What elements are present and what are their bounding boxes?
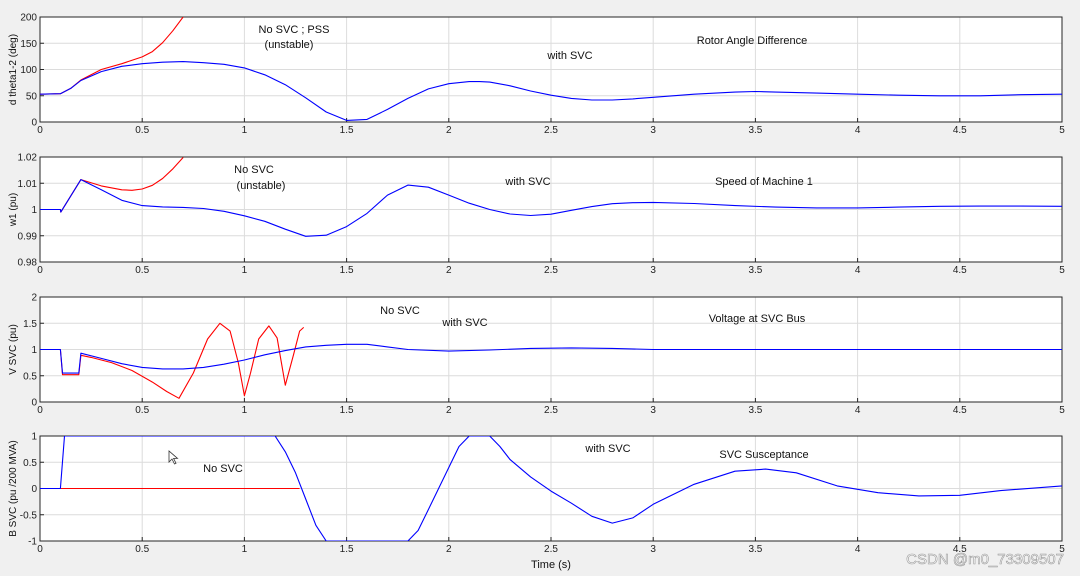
y-axis-label: V SVC (pu) [8,324,19,375]
y-tick-label: 1 [31,205,37,216]
y-tick-label: 1 [31,345,37,356]
chart-panel-4: 0 0.5 1 1.5 2 2.5 3 3.5 4 4.5 5 -1 -0.5 0 0.5 1 B SVC (p… [8,432,1065,556]
annotation-text: Rotor Angle Difference [697,35,807,47]
y-tick-label: 0.5 [23,371,37,382]
y-tick-label: 0 [31,484,37,495]
x-tick-label: 3.5 [748,405,762,416]
x-tick-label: 0 [37,265,43,276]
x-tick-label: 4 [855,405,861,416]
x-tick-label: 0.5 [135,544,149,555]
x-tick-label: 5 [1059,405,1065,416]
annotation-text: No SVC [203,463,243,475]
x-tick-label: 3 [650,544,656,555]
x-tick-label: 1.5 [340,265,354,276]
x-tick-label: 1.5 [340,125,354,136]
x-tick-label: 2 [446,405,452,416]
x-tick-label: 1 [242,125,248,136]
annotation-text: (unstable) [237,180,286,192]
y-tick-label: 50 [26,91,38,102]
annotation-text: with SVC [584,443,630,455]
pointer-arrow-icon [168,450,179,465]
annotation-text: with SVC [441,317,487,329]
x-tick-label: 3.5 [748,125,762,136]
x-tick-label: 2 [446,544,452,555]
x-tick-label: 1.5 [340,405,354,416]
series-line-with-svc [40,436,1062,541]
y-tick-label: 1.01 [18,179,38,190]
x-tick-label: 4 [855,265,861,276]
y-tick-label: 0.5 [23,458,37,469]
x-tick-label: 4.5 [953,265,967,276]
annotation-text: Speed of Machine 1 [715,176,813,188]
y-tick-label: 200 [20,13,37,24]
annotation-text: with SVC [504,176,550,188]
x-tick-label: 0.5 [135,405,149,416]
x-tick-label: 4 [855,544,861,555]
annotation-text: (unstable) [265,39,314,51]
series-line-with-svc [40,343,1062,374]
x-tick-label: 2.5 [544,265,558,276]
x-tick-label: 4.5 [953,544,967,555]
chart-panel-3: 0 0.5 1 1.5 2 2.5 3 3.5 4 4.5 5 0 0.5 1 1.5 2 V SVC (pu)… [8,293,1065,417]
watermark: CSDN @m0_73309507 [906,551,1064,568]
x-tick-label: 3.5 [748,265,762,276]
x-tick-label: 2.5 [544,405,558,416]
x-tick-label: 1 [242,405,248,416]
annotation-text: No SVC [234,164,274,176]
x-tick-label: 3 [650,405,656,416]
x-tick-label: 0 [37,544,43,555]
annotation-text: No SVC [380,305,420,317]
x-tick-label: 0.5 [135,265,149,276]
x-tick-label: 3 [650,125,656,136]
y-axis-label: w1 (pu) [8,193,19,227]
y-axis-label: d theta1-2 (deg) [8,34,19,105]
x-tick-label: 0.5 [135,125,149,136]
x-tick-label: 1 [242,544,248,555]
x-axis-label: Time (s) [531,559,571,571]
x-tick-label: 2 [446,265,452,276]
x-tick-label: 1.5 [340,544,354,555]
y-tick-label: 150 [20,39,37,50]
x-tick-label: 5 [1059,544,1065,555]
series-line-with-svc [40,61,1062,121]
y-axis-label: B SVC (pu /200 MVA) [8,440,19,537]
y-tick-label: 0 [31,398,37,409]
y-tick-label: 0.99 [18,231,38,242]
x-tick-label: 5 [1059,265,1065,276]
y-tick-label: 1.02 [18,153,38,164]
plot-frame [39,16,1063,123]
x-tick-label: 3.5 [748,544,762,555]
x-tick-label: 2 [446,125,452,136]
x-tick-label: 1 [242,265,248,276]
x-tick-label: 5 [1059,125,1065,136]
x-tick-label: 2.5 [544,544,558,555]
annotation-text: No SVC ; PSS [259,24,330,36]
y-tick-label: -1 [28,537,37,548]
y-tick-label: 2 [31,293,37,304]
annotation-text: Voltage at SVC Bus [709,313,806,325]
y-tick-label: -0.5 [20,510,38,521]
x-tick-label: 4 [855,125,861,136]
x-tick-label: 2.5 [544,125,558,136]
x-tick-label: 4.5 [953,405,967,416]
annotation-text: SVC Susceptance [719,449,808,461]
x-tick-label: 0 [37,405,43,416]
series-line-with-svc [40,179,1062,237]
y-tick-label: 1 [31,432,37,443]
chart-panel-2: 0 0.5 1 1.5 2 2.5 3 3.5 4 4.5 5 0.98 0.99 1 1.01 1.02 w1… [8,153,1065,277]
y-tick-label: 100 [20,65,37,76]
annotation-text: with SVC [546,50,592,62]
y-tick-label: 0 [31,118,37,129]
x-tick-label: 4.5 [953,125,967,136]
y-tick-label: 1.5 [23,319,37,330]
y-tick-label: 0.98 [18,258,38,269]
x-tick-label: 3 [650,265,656,276]
x-tick-label: 0 [37,125,43,136]
